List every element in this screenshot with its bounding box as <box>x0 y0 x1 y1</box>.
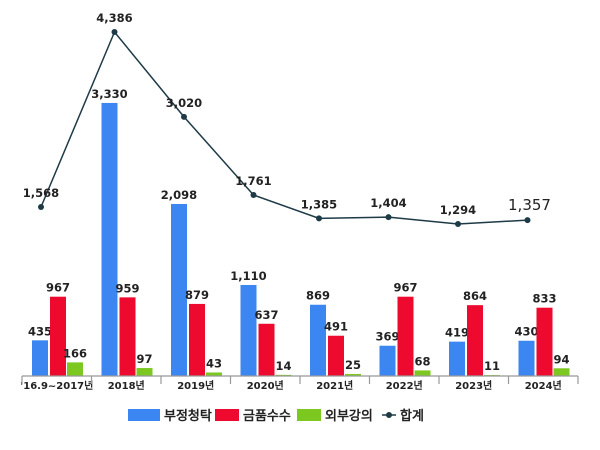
legend: 부정청탁 금품수수 외부강의 합계 <box>128 408 424 424</box>
bar-label-1-3: 637 <box>254 308 278 322</box>
legend-label-1: 금품수수 <box>243 409 291 424</box>
bar-0-7 <box>518 340 535 376</box>
bar-2-7 <box>553 368 570 376</box>
x-tick-label-6: 2023년 <box>455 379 492 392</box>
bar-label-0-1: 3,330 <box>91 87 127 101</box>
bar-2-4 <box>345 373 361 376</box>
bar-label-2-5: 68 <box>414 354 430 368</box>
bar-1-3 <box>258 323 275 376</box>
bar-0-6 <box>449 341 465 376</box>
bar-label-2-6: 11 <box>484 359 500 373</box>
total-line-path <box>40 30 528 225</box>
total-label-2: 3,020 <box>166 96 202 110</box>
legend-label-0: 부정청탁 <box>164 408 212 424</box>
total-point-1 <box>111 29 118 36</box>
total-label-1: 4,386 <box>96 11 132 25</box>
bar-0-1 <box>101 102 118 376</box>
bar-0-4 <box>310 304 326 376</box>
bar-label-2-4: 25 <box>345 358 361 372</box>
x-tick-label-5: 2022년 <box>386 379 423 392</box>
bar-label-0-4: 869 <box>306 289 330 303</box>
total-point-4 <box>316 215 322 222</box>
total-point-0 <box>38 204 44 210</box>
bar-1-5 <box>397 296 414 376</box>
bar-0-2 <box>171 203 187 376</box>
bars: 435 967 166 3,330 959 97 2,098 879 43 1,110 637 14 8… <box>28 87 570 376</box>
bar-label-1-6: 864 <box>463 289 487 303</box>
bar-1-6 <box>467 305 483 376</box>
bar-2-1 <box>136 368 153 376</box>
bar-1-0 <box>50 296 66 376</box>
legend-swatch-0 <box>128 409 160 421</box>
x-tick-label-1: 2018년 <box>108 379 145 392</box>
bar-label-2-7: 94 <box>553 352 569 366</box>
total-point-3 <box>250 192 257 199</box>
bar-1-7 <box>536 307 553 376</box>
bar-label-2-2: 43 <box>206 356 222 370</box>
bar-0-3 <box>240 284 257 376</box>
bar-label-0-3: 1,110 <box>230 269 266 283</box>
total-line: 1,568 4,386 3,020 1,761 1,385 1,404 1,294 1,357 <box>23 11 551 228</box>
x-tick-label-3: 2020년 <box>247 379 284 392</box>
bar-0-5 <box>379 345 396 376</box>
total-label-3: 1,761 <box>235 174 271 188</box>
x-tick-label-0: '16.9~2017년 <box>20 379 93 392</box>
bar-label-1-5: 967 <box>393 281 417 295</box>
bar-1-1 <box>119 297 136 376</box>
legend-swatch-1 <box>215 409 239 421</box>
total-point-5 <box>385 214 392 221</box>
bar-2-2 <box>206 372 222 376</box>
bar-label-0-7: 430 <box>514 325 538 339</box>
bar-label-1-0: 967 <box>46 281 70 295</box>
legend-swatch-2 <box>297 409 321 421</box>
bar-label-0-2: 2,098 <box>161 188 197 202</box>
bar-label-1-1: 959 <box>115 281 139 295</box>
total-label-7: 1,357 <box>508 196 551 214</box>
total-label-4: 1,385 <box>301 197 337 211</box>
bar-label-0-0: 435 <box>28 324 52 338</box>
bar-label-0-6: 419 <box>445 326 469 340</box>
bar-2-5 <box>414 370 431 376</box>
x-tick-label-2: 2019년 <box>177 379 214 392</box>
legend-dot-marker <box>386 412 392 418</box>
x-axis: '16.9~2017년 2018년 2019년 2020년 2021년 2022년 2023… <box>20 375 579 392</box>
bar-1-4 <box>328 335 344 376</box>
bar-label-1-2: 879 <box>185 288 209 302</box>
total-label-5: 1,404 <box>370 196 406 210</box>
total-label-6: 1,294 <box>440 203 476 217</box>
total-point-6 <box>455 221 461 228</box>
bar-label-2-1: 97 <box>136 352 152 366</box>
x-tick-label-7: 2024년 <box>525 379 562 392</box>
bar-label-0-5: 369 <box>375 330 399 344</box>
total-label-0: 1,568 <box>23 186 59 200</box>
total-point-7 <box>524 217 531 224</box>
bar-label-2-0: 166 <box>63 346 87 360</box>
bar-2-0 <box>67 362 83 376</box>
bar-1-2 <box>189 303 205 376</box>
bar-label-1-4: 491 <box>324 320 348 334</box>
legend-label-3: 합계 <box>400 408 424 424</box>
bar-0-0 <box>32 340 48 376</box>
bar-label-1-7: 833 <box>532 292 556 306</box>
total-point-2 <box>181 113 187 120</box>
x-tick-label-4: 2021년 <box>316 379 353 392</box>
legend-label-2: 외부강의 <box>325 408 373 424</box>
bar-label-2-3: 14 <box>275 359 291 373</box>
